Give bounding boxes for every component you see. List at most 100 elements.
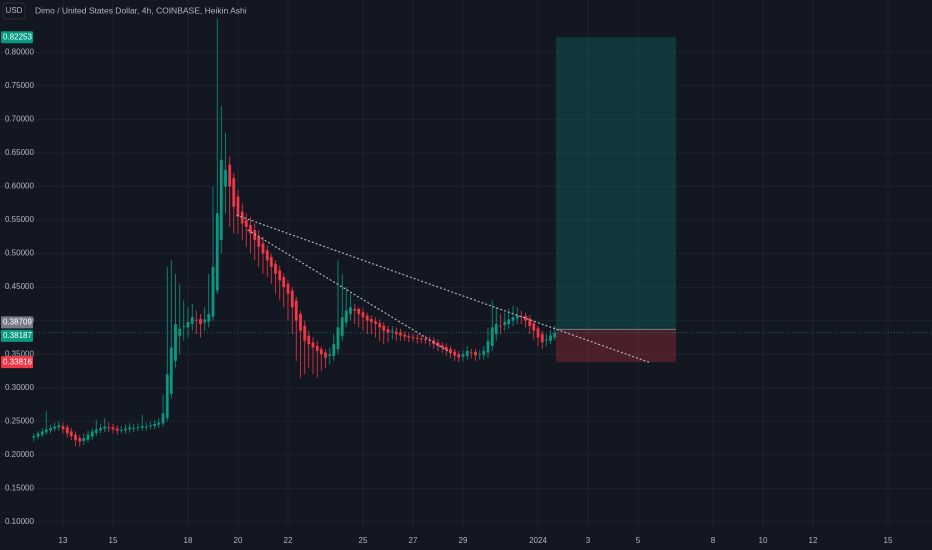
x-tick-label: 12 bbox=[809, 536, 818, 545]
candle-body bbox=[224, 169, 227, 187]
candle-body bbox=[390, 330, 394, 332]
candle-body bbox=[132, 428, 136, 429]
candle-body bbox=[361, 312, 365, 318]
candle-body bbox=[474, 351, 477, 356]
candle-body bbox=[499, 325, 502, 327]
candle-body bbox=[232, 178, 236, 207]
candle-body bbox=[111, 427, 115, 430]
candle-body bbox=[57, 425, 61, 428]
candle-body bbox=[269, 256, 273, 268]
x-tick-label: 2024 bbox=[529, 536, 547, 545]
candle-body bbox=[249, 225, 252, 234]
x-tick-label: 10 bbox=[759, 536, 768, 545]
candle-body bbox=[194, 319, 198, 321]
candle-body bbox=[382, 325, 386, 331]
candle-body bbox=[403, 334, 407, 337]
y-tick-label: 0.25000 bbox=[5, 416, 34, 425]
y-tick-label: 0.10000 bbox=[5, 517, 34, 526]
candle-body bbox=[340, 317, 344, 336]
candle-body bbox=[124, 428, 127, 431]
candle-body bbox=[107, 427, 111, 429]
price-tag-label: 0.82253 bbox=[3, 32, 32, 41]
candle-body bbox=[244, 220, 248, 227]
candle-body bbox=[32, 436, 36, 438]
y-tick-label: 0.50000 bbox=[5, 249, 34, 258]
x-tick-label: 5 bbox=[636, 536, 641, 545]
candle-body bbox=[374, 321, 377, 325]
candle-body bbox=[386, 329, 390, 333]
candle-body bbox=[453, 351, 457, 356]
candle-body bbox=[336, 327, 340, 350]
currency-button[interactable] bbox=[2, 2, 26, 20]
candle-body bbox=[240, 211, 244, 224]
y-tick-label: 0.15000 bbox=[5, 484, 34, 493]
candle-body bbox=[486, 340, 490, 353]
candle-body bbox=[115, 428, 119, 431]
candle-body bbox=[203, 319, 207, 323]
price-tag bbox=[1, 316, 33, 329]
candle-body bbox=[303, 325, 307, 341]
y-tick-label: 0.75000 bbox=[5, 81, 34, 90]
candle-body bbox=[511, 317, 515, 321]
candle-body bbox=[182, 326, 186, 327]
candle-body bbox=[174, 324, 177, 361]
candle-body bbox=[457, 354, 461, 358]
candle-body bbox=[532, 323, 536, 331]
candle-body bbox=[190, 317, 194, 325]
candle-body bbox=[436, 342, 440, 347]
candle-body bbox=[353, 308, 357, 311]
chart-title: Dimo / United States Dollar, 4h, COINBAS… bbox=[35, 5, 247, 15]
candle-body bbox=[299, 313, 302, 331]
candle-body bbox=[149, 425, 152, 427]
candle-body bbox=[140, 426, 144, 428]
candle-body bbox=[61, 426, 65, 430]
candle-body bbox=[536, 328, 540, 338]
candle-body bbox=[544, 339, 548, 341]
candle-body bbox=[161, 413, 165, 424]
candle-body bbox=[211, 267, 215, 317]
candle-body bbox=[49, 428, 52, 431]
x-tick-label: 13 bbox=[59, 536, 68, 545]
candle-body bbox=[265, 250, 269, 261]
candle-body bbox=[424, 339, 427, 341]
y-tick-label: 0.20000 bbox=[5, 450, 34, 459]
candle-body bbox=[78, 438, 82, 442]
candle-body bbox=[349, 307, 352, 314]
y-tick-label: 0.70000 bbox=[5, 115, 34, 124]
x-tick-label: 18 bbox=[184, 536, 193, 545]
candle-body bbox=[186, 322, 190, 328]
candle-body bbox=[444, 346, 448, 351]
candle-body bbox=[553, 332, 557, 338]
profit-zone bbox=[556, 37, 676, 330]
candle-body bbox=[53, 426, 57, 429]
candle-body bbox=[94, 429, 98, 434]
candle-body bbox=[228, 164, 232, 187]
candle-body bbox=[44, 429, 48, 433]
candle-body bbox=[90, 431, 94, 437]
price-tag-label: 0.38187 bbox=[3, 331, 32, 340]
candle-body bbox=[103, 426, 107, 429]
x-tick-label: 8 bbox=[711, 536, 716, 545]
price-tag bbox=[1, 329, 33, 342]
candle-body bbox=[357, 308, 361, 314]
candle-body bbox=[236, 196, 240, 217]
candle-body bbox=[469, 352, 473, 354]
candle-body bbox=[478, 354, 482, 356]
candle-body bbox=[65, 427, 69, 434]
candle-body bbox=[128, 427, 132, 430]
candle-body bbox=[178, 328, 182, 336]
x-tick-label: 20 bbox=[234, 536, 243, 545]
x-tick-label: 3 bbox=[586, 536, 591, 545]
candle-body bbox=[528, 318, 532, 327]
candle-body bbox=[515, 315, 519, 319]
candle-body bbox=[144, 426, 148, 428]
candle-body bbox=[407, 336, 411, 338]
candle-body bbox=[286, 283, 290, 294]
candle-body bbox=[261, 243, 265, 254]
candle-body bbox=[324, 352, 327, 358]
y-tick-label: 0.55000 bbox=[5, 215, 34, 224]
price-tag bbox=[1, 31, 33, 44]
